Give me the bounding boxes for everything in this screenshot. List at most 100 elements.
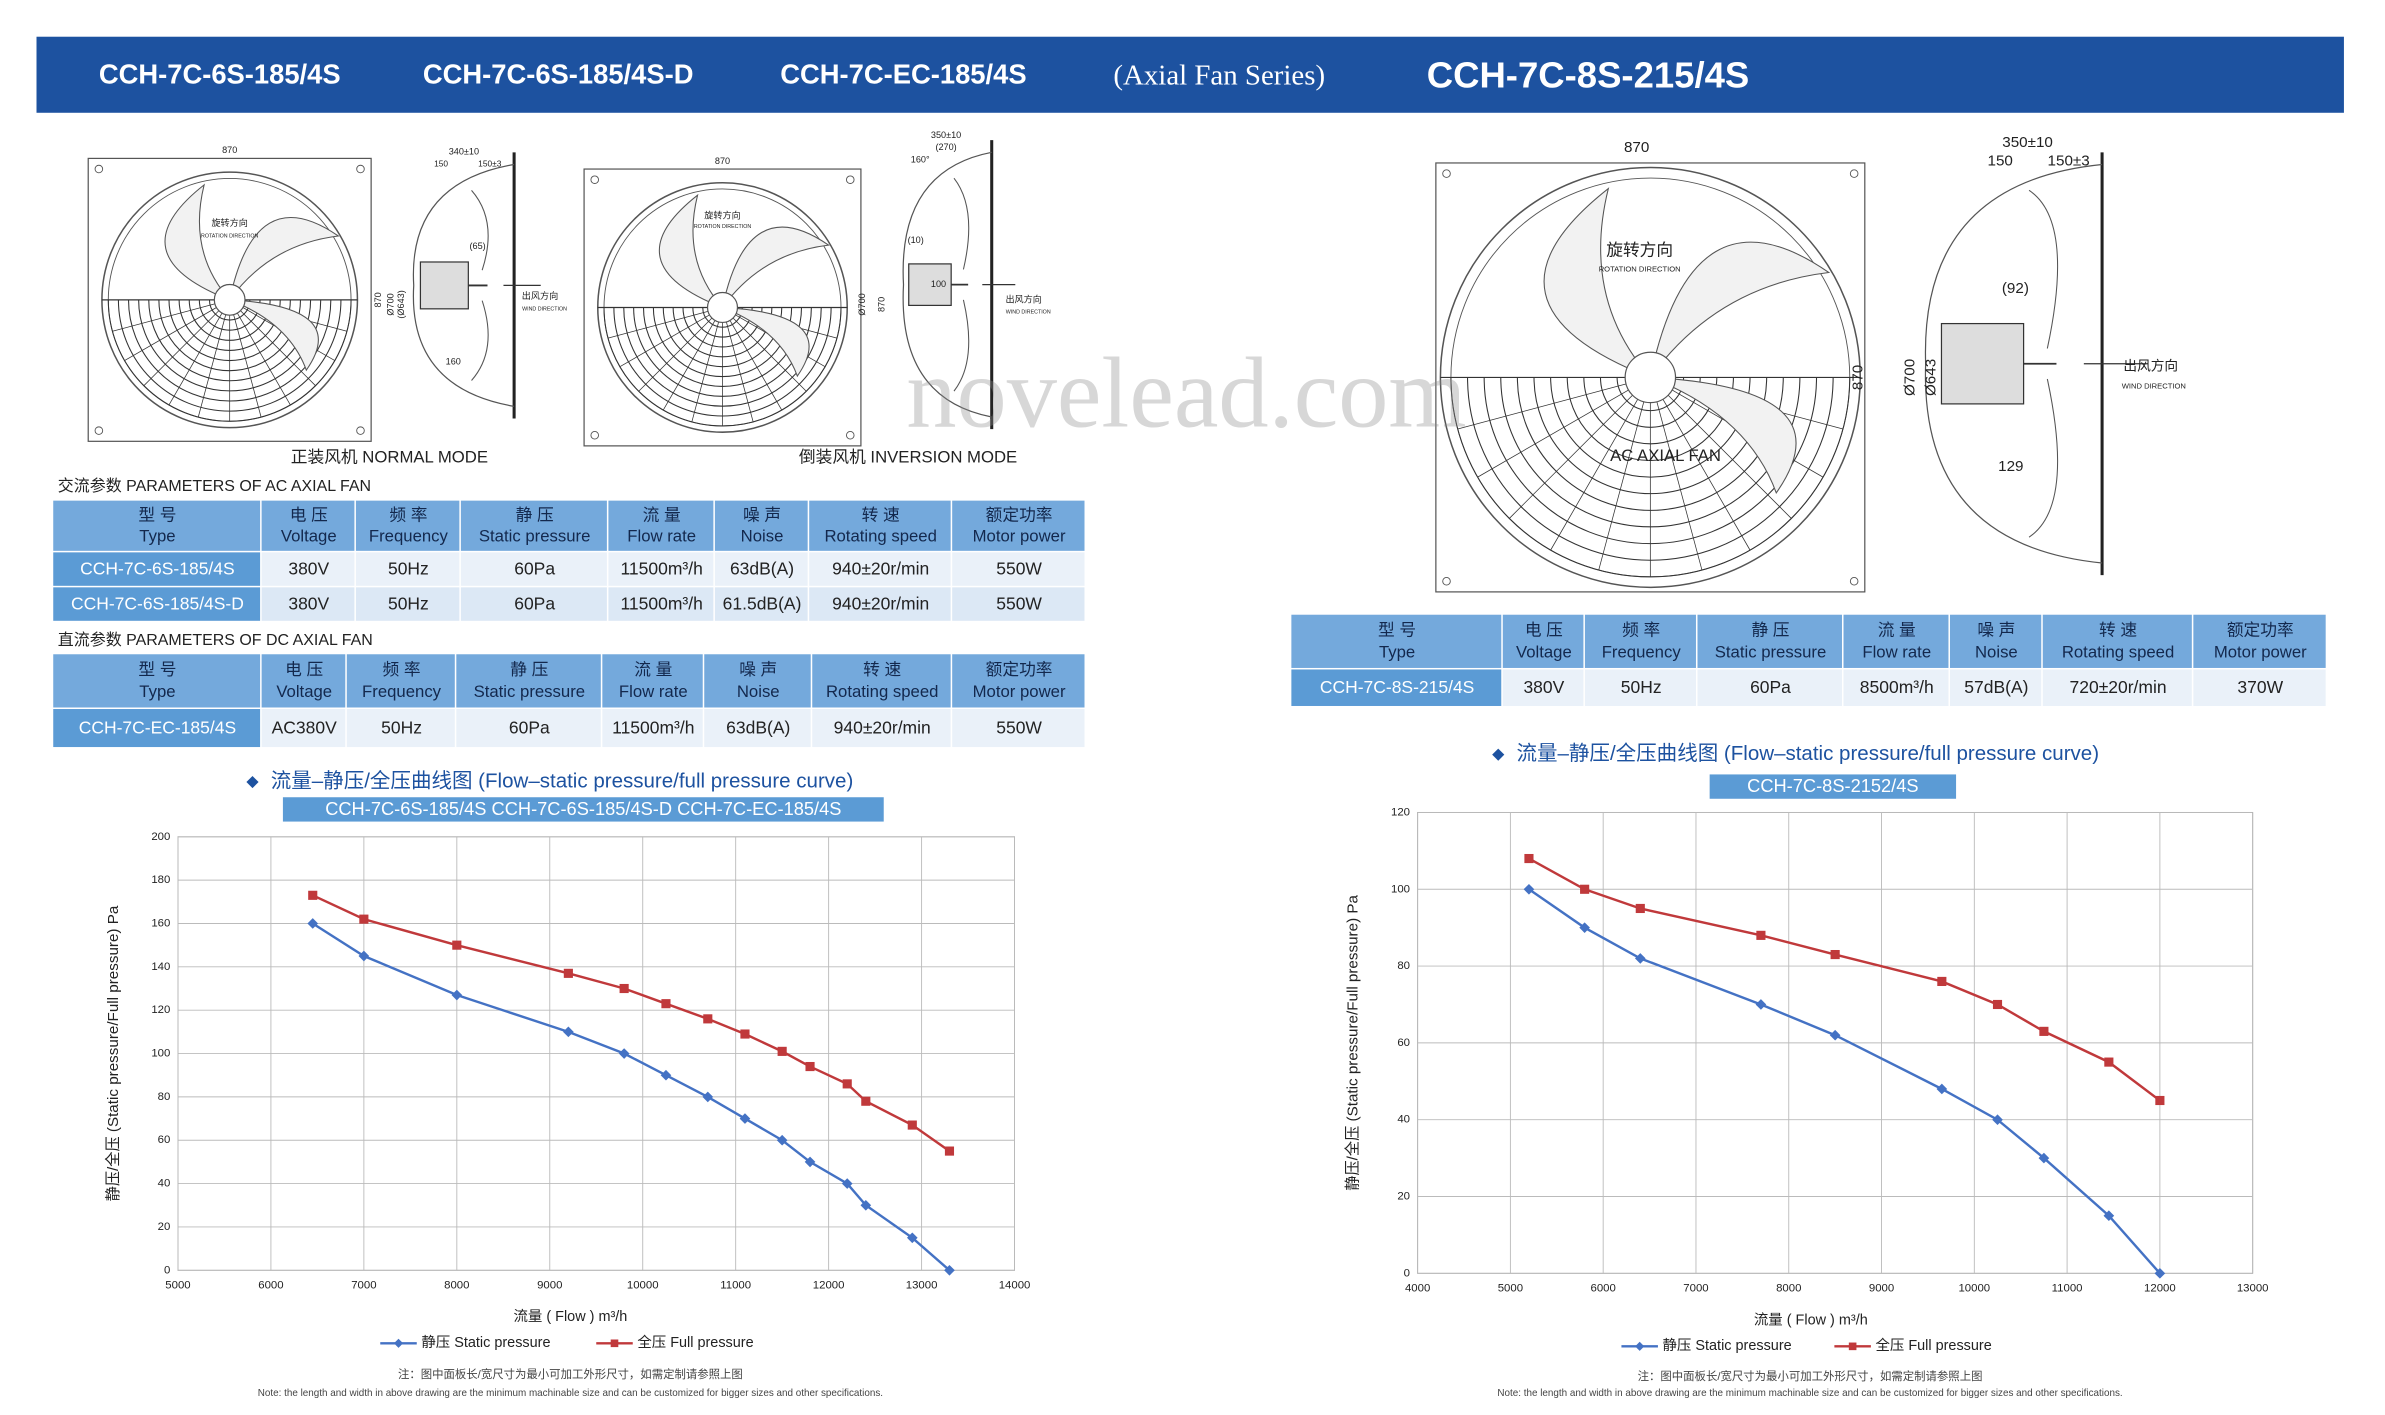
cell-text: 63dB(A) — [726, 717, 790, 737]
x-tick-label: 6000 — [1591, 1283, 1616, 1295]
table-cell — [1843, 669, 1949, 706]
y-tick-label: 60 — [158, 1134, 171, 1146]
x-tick-label: 11000 — [720, 1280, 751, 1292]
cell-text: 8500m³/h — [1860, 677, 1934, 697]
point-marker — [660, 1069, 672, 1081]
header-text: Type — [139, 682, 175, 701]
header-cell — [261, 654, 346, 708]
header-cell — [602, 654, 703, 708]
point-marker — [2104, 1057, 2114, 1067]
dimension-label: 870 — [715, 156, 730, 166]
dimension-label: 350±10 — [931, 130, 961, 140]
grille-spoke — [1650, 377, 1751, 551]
header-model: CCH-7C-6S-185/4S — [99, 59, 341, 90]
header-text: Type — [1379, 642, 1415, 661]
header-text: 转 速 — [2099, 621, 2137, 640]
point-marker — [1937, 976, 1947, 987]
mount-hole — [356, 164, 365, 174]
header-text: Voltage — [276, 682, 332, 701]
x-tick-label: 11000 — [2052, 1283, 2083, 1295]
side-guard — [1924, 163, 2103, 564]
point-marker — [2155, 1095, 2165, 1106]
mount-hole — [1442, 576, 1451, 586]
header-cell — [1584, 614, 1696, 668]
table-cell — [460, 587, 607, 621]
table-cell — [952, 709, 1085, 748]
header-text: 额定功率 — [986, 506, 1053, 525]
cell-text: 63dB(A) — [730, 558, 794, 578]
y-tick-label: 60 — [1397, 1037, 1410, 1049]
dimension-label: 870 — [1624, 139, 1649, 156]
dimension-label: 870 — [1850, 365, 1867, 390]
y-tick-label: 40 — [158, 1178, 171, 1190]
dimension-label: WIND DIRECTION — [2122, 382, 2186, 391]
grille-spoke — [1598, 377, 1651, 571]
dimension-label: 350±10 — [2002, 134, 2053, 151]
chart-title: 流量–静压/全压曲线图 (Flow–static pressure/full p… — [271, 769, 854, 792]
legend-label: 全压 Full pressure — [637, 1333, 753, 1351]
table-cell — [261, 552, 355, 586]
header-text: 额定功率 — [986, 660, 1053, 679]
fan-panel — [87, 157, 372, 442]
table-cell — [53, 552, 261, 586]
header-cell — [355, 500, 460, 551]
table-cell — [355, 587, 460, 621]
mount-hole — [356, 426, 365, 435]
mount-hole — [846, 430, 855, 440]
fan-panel — [583, 168, 862, 447]
header-text: 噪 声 — [1977, 621, 2015, 640]
legend-marker — [393, 1338, 404, 1348]
point-marker — [1579, 922, 1590, 933]
y-tick-label: 140 — [151, 961, 170, 973]
cell-text: CCH-7C-6S-185/4S — [80, 558, 234, 578]
header-text: 电 压 — [285, 660, 323, 679]
header-text: Rotating speed — [824, 526, 936, 545]
table-cell — [2193, 669, 2326, 706]
dimension-label: Ø700 — [1901, 359, 1918, 396]
point-marker — [944, 1146, 955, 1156]
header-cell — [1697, 614, 1842, 668]
header-text: 额定功率 — [2227, 621, 2294, 640]
x-tick-label: 8000 — [1776, 1283, 1801, 1295]
header-cell — [952, 654, 1085, 708]
grille-spoke — [722, 307, 754, 423]
header-text: Voltage — [1516, 642, 1572, 661]
dimension-label: AC AXIAL FAN — [1610, 446, 1721, 465]
header-text: Rotating speed — [826, 682, 938, 701]
header-cell — [261, 500, 355, 551]
table-cell — [602, 709, 703, 748]
header-text: Flow rate — [627, 526, 696, 545]
table-cell — [714, 587, 808, 621]
table-cell — [261, 587, 355, 621]
cell-text: 380V — [1523, 677, 1564, 697]
header-cell — [714, 500, 808, 551]
table-cell — [704, 709, 811, 748]
cell-text: 720±20r/min — [2070, 677, 2167, 697]
point-marker — [841, 1178, 853, 1189]
cell-text: 60Pa — [514, 558, 555, 578]
cell-text: 550W — [996, 558, 1042, 578]
dimension-label: 150 — [1987, 152, 2012, 169]
grille-spoke — [143, 299, 230, 386]
mount-hole — [1442, 169, 1451, 178]
x-tick-label: 7000 — [1683, 1283, 1708, 1295]
header-cell — [809, 500, 951, 551]
side-blade — [471, 300, 489, 381]
y-tick-label: 20 — [158, 1221, 171, 1233]
point-marker — [452, 940, 462, 950]
side-motor — [419, 261, 469, 310]
cell-text: 60Pa — [1750, 677, 1791, 697]
cell-text: 11500m³/h — [621, 593, 703, 613]
x-tick-label: 4000 — [1405, 1283, 1430, 1295]
header-text: Static pressure — [474, 682, 586, 701]
y-tick-label: 120 — [1391, 806, 1410, 818]
cell-text: 550W — [996, 593, 1042, 613]
grille-spoke — [1550, 377, 1651, 551]
grille-spoke — [619, 307, 723, 368]
header-cell — [1949, 614, 2042, 668]
x-tick-label: 12000 — [813, 1280, 845, 1292]
point-marker — [1755, 999, 1767, 1010]
cell-text: AC380V — [272, 717, 337, 737]
side-blade — [2028, 378, 2059, 538]
